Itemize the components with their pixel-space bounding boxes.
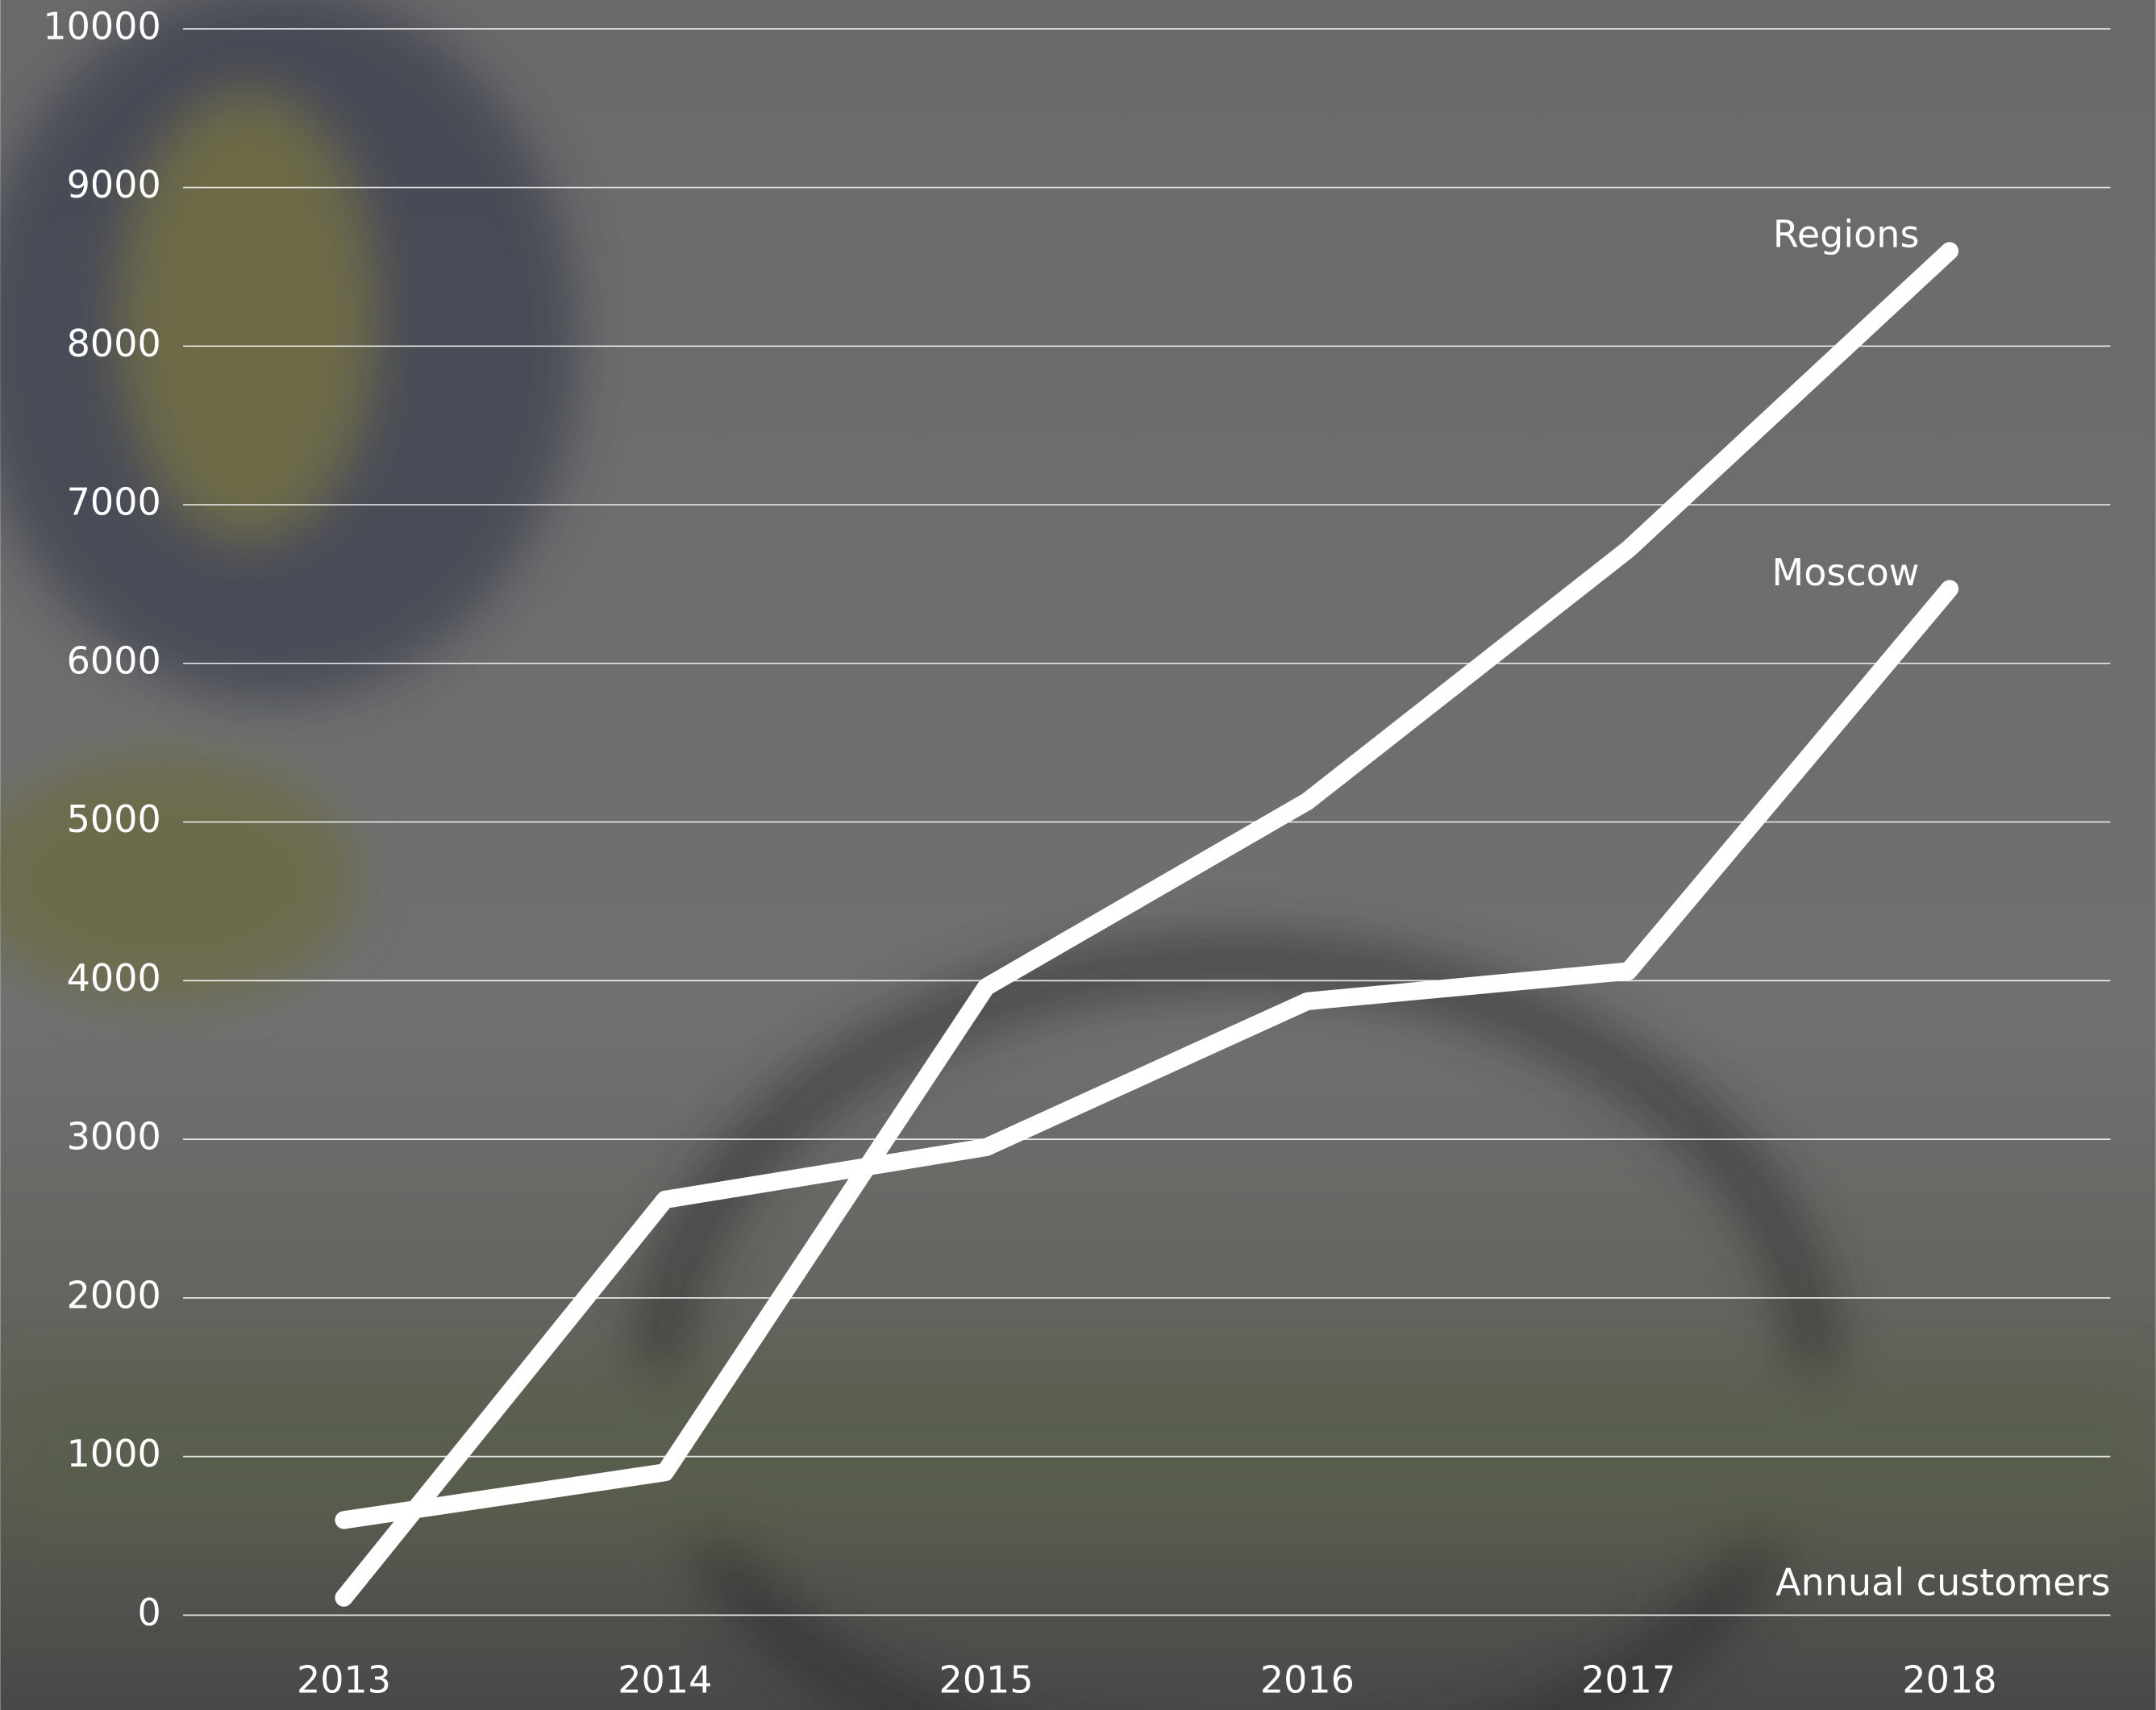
line [335,580,1959,1607]
y-tick-label: 5000 [67,797,161,841]
y-tick-label: 6000 [67,639,161,682]
y-tick-label: 9000 [67,163,161,206]
line [335,242,1959,1529]
x-tick-label: 2017 [1581,1658,1675,1701]
annotation: Annual customers [1775,1560,2110,1604]
y-tick-label: 7000 [67,481,161,524]
x-tick-label: 2014 [618,1658,712,1701]
x-tick-label: 2016 [1260,1658,1355,1701]
y-tick-label: 10000 [43,4,160,48]
y-tick-label: 4000 [67,956,161,1000]
x-tick-label: 2013 [297,1658,391,1701]
x-tick-label: 2015 [939,1658,1034,1701]
y-tick-label: 8000 [67,322,161,365]
y-tick-label: 0 [137,1591,160,1634]
x-tick-label: 2018 [1902,1658,1996,1701]
y-tick-label: 2000 [67,1273,161,1317]
series-label: Moscow [1772,551,1920,594]
series-label: Regions [1773,213,1920,256]
y-tick-label: 1000 [67,1432,161,1475]
y-tick-label: 3000 [67,1115,161,1159]
